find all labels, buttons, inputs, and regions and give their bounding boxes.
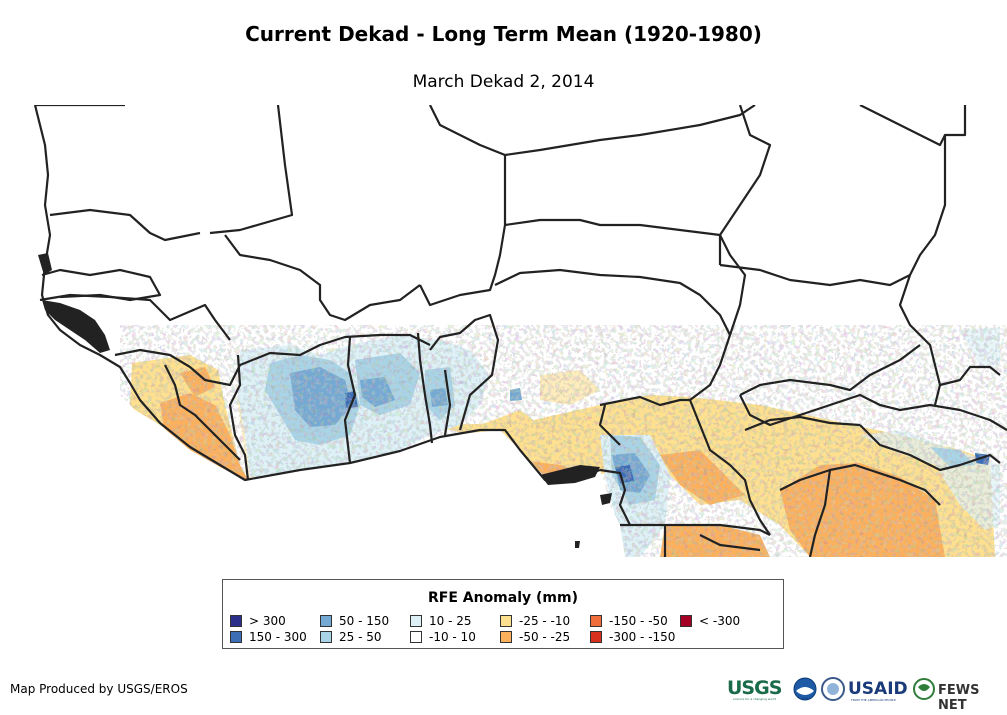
legend-swatch bbox=[590, 615, 602, 627]
usaid-logo: USAID bbox=[848, 679, 908, 699]
legend: RFE Anomaly (mm) > 300 150 - 300 50 - 15… bbox=[222, 579, 784, 649]
legend-label: -10 - 10 bbox=[429, 630, 476, 644]
map-credit: Map Produced by USGS/EROS bbox=[10, 682, 188, 696]
legend-item: > 300 bbox=[230, 614, 286, 628]
coastal-detail bbox=[38, 253, 612, 548]
legend-title: RFE Anomaly (mm) bbox=[427, 590, 578, 606]
coastline bbox=[33, 105, 601, 482]
legend-label: -25 - -10 bbox=[519, 614, 571, 628]
legend-swatch bbox=[500, 631, 512, 643]
usgs-tagline: science for a changing world bbox=[733, 697, 777, 701]
fews-net-logo: FEWS NET bbox=[938, 683, 980, 713]
usgs-logo: USGS bbox=[727, 677, 782, 699]
legend-item: < -300 bbox=[680, 614, 740, 628]
legend-item: 10 - 25 bbox=[410, 614, 472, 628]
legend-label: 150 - 300 bbox=[249, 630, 307, 644]
legend-label: 25 - 50 bbox=[339, 630, 382, 644]
legend-item: -10 - 10 bbox=[410, 630, 476, 644]
map-title: Current Dekad - Long Term Mean (1920-198… bbox=[245, 22, 762, 46]
legend-label: -300 - -150 bbox=[609, 630, 676, 644]
legend-swatch bbox=[680, 615, 692, 627]
noaa-logo-text: NOAA bbox=[802, 697, 808, 700]
legend-label: > 300 bbox=[249, 614, 286, 628]
legend-label: -50 - -25 bbox=[519, 630, 571, 644]
legend-label: 50 - 150 bbox=[339, 614, 390, 628]
legend-item: -50 - -25 bbox=[500, 630, 570, 644]
fews-net-globe-icon bbox=[913, 678, 935, 700]
legend-swatch bbox=[500, 615, 512, 627]
noaa-logo: NOAA bbox=[793, 677, 817, 701]
legend-item: -25 - -10 bbox=[500, 614, 570, 628]
legend-item: -150 - -50 bbox=[590, 614, 668, 628]
country-borders bbox=[33, 105, 1007, 557]
usaid-tagline: FROM THE AMERICAN PEOPLE bbox=[851, 698, 896, 702]
legend-swatch bbox=[230, 631, 242, 643]
legend-label: 10 - 25 bbox=[429, 614, 472, 628]
legend-item: 50 - 150 bbox=[320, 614, 389, 628]
legend-item: 150 - 300 bbox=[230, 630, 307, 644]
legend-item: 25 - 50 bbox=[320, 630, 382, 644]
legend-swatch bbox=[410, 615, 422, 627]
map-subtitle: March Dekad 2, 2014 bbox=[412, 72, 595, 92]
legend-label: -150 - -50 bbox=[609, 614, 668, 628]
commerce-seal-icon bbox=[821, 677, 845, 701]
legend-swatch bbox=[320, 631, 332, 643]
anomaly-map bbox=[0, 105, 1007, 557]
legend-swatch bbox=[410, 631, 422, 643]
legend-label: < -300 bbox=[699, 614, 741, 628]
legend-item: -300 - -150 bbox=[590, 630, 675, 644]
ocean bbox=[0, 365, 625, 557]
legend-swatch bbox=[230, 615, 242, 627]
legend-swatch bbox=[320, 615, 332, 627]
agency-logos: USGS science for a changing world NOAA U… bbox=[727, 676, 1002, 713]
legend-swatch bbox=[590, 631, 602, 643]
